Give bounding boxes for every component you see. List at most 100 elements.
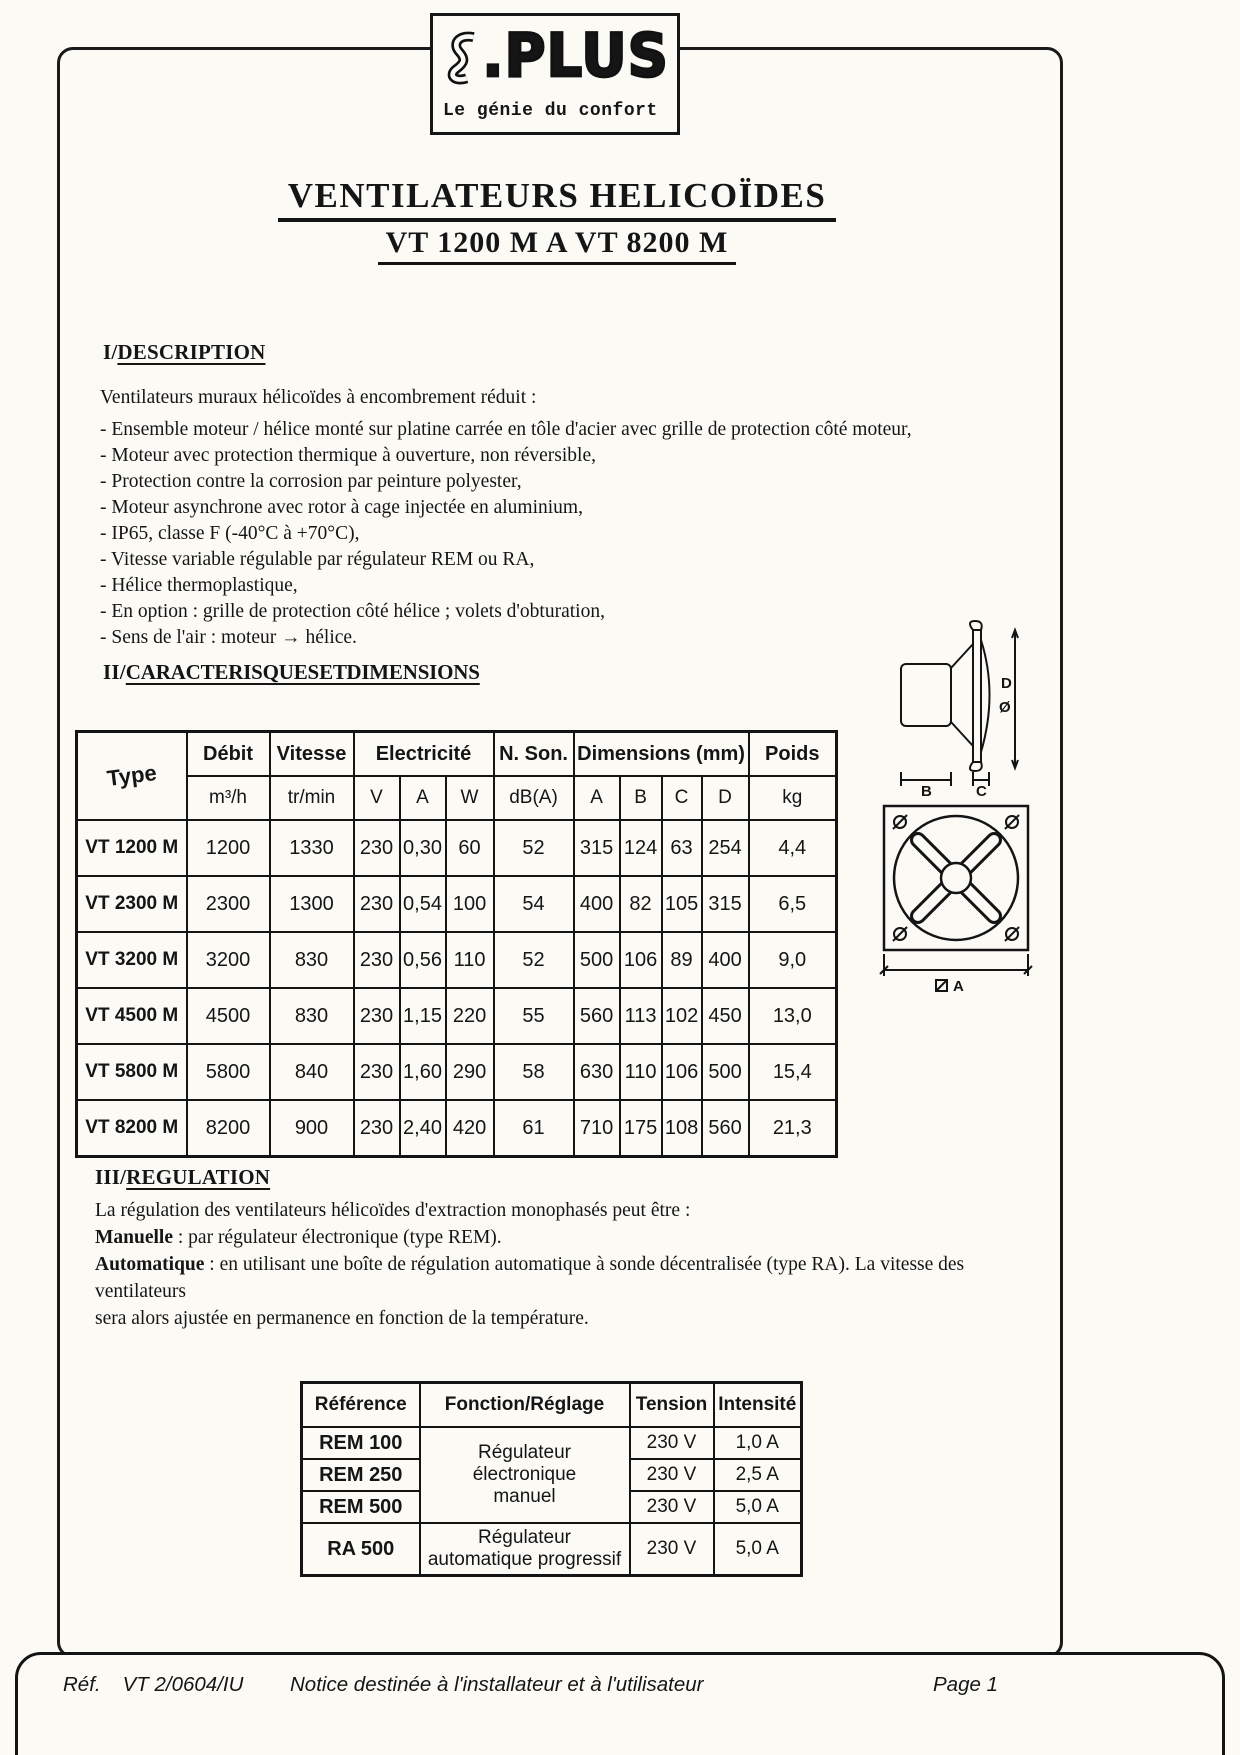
automatic-label: Automatique: [95, 1254, 205, 1275]
spec-cell: 315: [700, 875, 750, 933]
spec-cell: 710: [572, 1099, 621, 1158]
description-bullet: - Vitesse variable régulable par régulat…: [100, 549, 535, 570]
reg-cell-intensite: 5,0 A: [712, 1490, 803, 1524]
spec-unit: C: [660, 775, 703, 821]
spec-cell: 1300: [268, 875, 355, 933]
spec-cell: 175: [618, 1099, 663, 1158]
regulation-line: sera alors ajustée en permanence en fonc…: [95, 1308, 589, 1329]
logo: .PLUS Le génie du confort: [430, 13, 680, 135]
description-bullet: - Protection contre la corrosion par pei…: [100, 471, 522, 492]
reg-cell-ref: RA 500: [300, 1522, 421, 1577]
spec-table-wrap: Type Débit Vitesse Electricité N. Son. D…: [75, 730, 839, 1158]
spec-cell: 1330: [268, 819, 355, 877]
spec-cell-type: VT 4500 M: [75, 987, 188, 1045]
spec-cell-type: VT 8200 M: [75, 1099, 188, 1158]
reg-header-intensite: Intensité: [712, 1381, 803, 1428]
blade-profile: [980, 639, 991, 753]
spec-row: VT 1200 M 1200 1330 230 0,30 60 52 315 1…: [75, 819, 838, 877]
spec-cell: 100: [444, 875, 495, 933]
spec-cell: 230: [352, 1043, 401, 1101]
spec-cell: 1,60: [398, 1043, 447, 1101]
spec-cell: 630: [572, 1043, 621, 1101]
spec-cell: 60: [444, 819, 495, 877]
spec-unit: B: [618, 775, 663, 821]
reg-cell-tension: 230 V: [628, 1426, 715, 1460]
section-title: REGULATION: [126, 1165, 271, 1189]
spec-unit: A: [398, 775, 447, 821]
spec-cell: 5800: [185, 1043, 271, 1101]
spec-cell: 3200: [185, 931, 271, 989]
spec-header-nson: N. Son.: [492, 730, 575, 777]
reg-cell-intensite: 5,0 A: [712, 1522, 803, 1577]
footer-reference: Réf. VT 2/0604/IU: [63, 1673, 243, 1697]
spec-cell: 2300: [185, 875, 271, 933]
dim-label-d: D: [1001, 675, 1012, 692]
section-prefix: I/: [103, 340, 118, 364]
spec-unit: m³/h: [185, 775, 271, 821]
spec-unit: V: [352, 775, 401, 821]
spec-cell: 230: [352, 931, 401, 989]
spec-unit: W: [444, 775, 495, 821]
spec-cell: 4,4: [747, 819, 838, 877]
spec-header-type: Type: [75, 730, 188, 821]
spec-cell: 500: [572, 931, 621, 989]
reg-cell-intensite: 2,5 A: [712, 1458, 803, 1492]
spec-cell: 220: [444, 987, 495, 1045]
spec-cell: 290: [444, 1043, 495, 1101]
spec-cell: 230: [352, 819, 401, 877]
footer: Réf. VT 2/0604/IU Notice destinée à l'ins…: [15, 1652, 1225, 1755]
reg-cell-ref: REM 100: [300, 1426, 421, 1460]
logo-s-icon: [447, 31, 475, 85]
spec-cell: 900: [268, 1099, 355, 1158]
title-block: VENTILATEURS HELICOÏDES VT 1200 M A VT 8…: [57, 176, 1057, 265]
spec-cell: 0,54: [398, 875, 447, 933]
reg-cell-tension: 230 V: [628, 1490, 715, 1524]
spec-unit: kg: [747, 775, 838, 821]
spec-cell: 61: [492, 1099, 575, 1158]
footer-notice: Notice destinée à l'installateur et à l'…: [290, 1673, 704, 1696]
section-title: CARACTERISQUES ET DIMENSIONS: [125, 660, 480, 684]
dim-label-b: B: [921, 783, 932, 796]
section-regulation-heading: III/REGULATION: [95, 1164, 1050, 1191]
section-characteristics-heading: II/CARACTERISQUES ET DIMENSIONS: [103, 660, 480, 685]
spec-header-debit: Débit: [185, 730, 271, 777]
fan-front-view-diagram: A: [879, 804, 1033, 995]
page-subtitle: VT 1200 M A VT 8200 M: [377, 226, 737, 265]
spec-table: Type Débit Vitesse Electricité N. Son. D…: [75, 730, 839, 1158]
reg-row: REM 250 230 V 2,5 A: [300, 1458, 803, 1492]
spec-cell: 106: [660, 1043, 703, 1101]
spec-cell: 830: [268, 931, 355, 989]
regulation-section: III/REGULATION La régulation des ventila…: [95, 1164, 1050, 1332]
description-bullet: - Moteur avec protection thermique à ouv…: [100, 445, 596, 466]
description-bullet: - IP65, classe F (-40°C à +70°C),: [100, 523, 360, 544]
fan-hub: [939, 861, 973, 895]
spec-row: VT 3200 M 3200 830 230 0,56 110 52 500 1…: [75, 931, 838, 989]
spec-cell: 15,4: [747, 1043, 838, 1101]
manual-text: : par régulateur électronique (type REM)…: [173, 1227, 502, 1248]
reg-cell-tension: 230 V: [628, 1458, 715, 1492]
spec-cell: 560: [700, 1099, 750, 1158]
spec-cell: 82: [618, 875, 663, 933]
spec-cell: 8200: [185, 1099, 271, 1158]
regulation-line: La régulation des ventilateurs hélicoïde…: [95, 1200, 691, 1221]
fan-opening: [892, 814, 1020, 942]
spec-cell: 108: [660, 1099, 703, 1158]
spec-cell: 230: [352, 1099, 401, 1158]
dim-label-diameter: Ø: [999, 699, 1011, 716]
reg-cell-tension: 230 V: [628, 1522, 715, 1577]
spec-unit: D: [700, 775, 750, 821]
manual-label: Manuelle: [95, 1227, 173, 1248]
spec-cell: 110: [618, 1043, 663, 1101]
logo-brand-text: .PLUS: [481, 22, 669, 91]
spec-cell-type: VT 5800 M: [75, 1043, 188, 1101]
reg-cell-function: Régulateur automatique progressif: [418, 1522, 631, 1577]
spec-unit: dB(A): [492, 775, 575, 821]
description-bullet: - En option : grille de protection côté …: [100, 601, 605, 622]
mounting-plate: [972, 629, 982, 763]
spec-cell-type: VT 2300 M: [75, 875, 188, 933]
description-bullet: - Ensemble moteur / hélice monté sur pla…: [100, 419, 912, 440]
reg-header-reference: Référence: [300, 1381, 421, 1428]
spec-cell: 102: [660, 987, 703, 1045]
spec-cell: 230: [352, 875, 401, 933]
